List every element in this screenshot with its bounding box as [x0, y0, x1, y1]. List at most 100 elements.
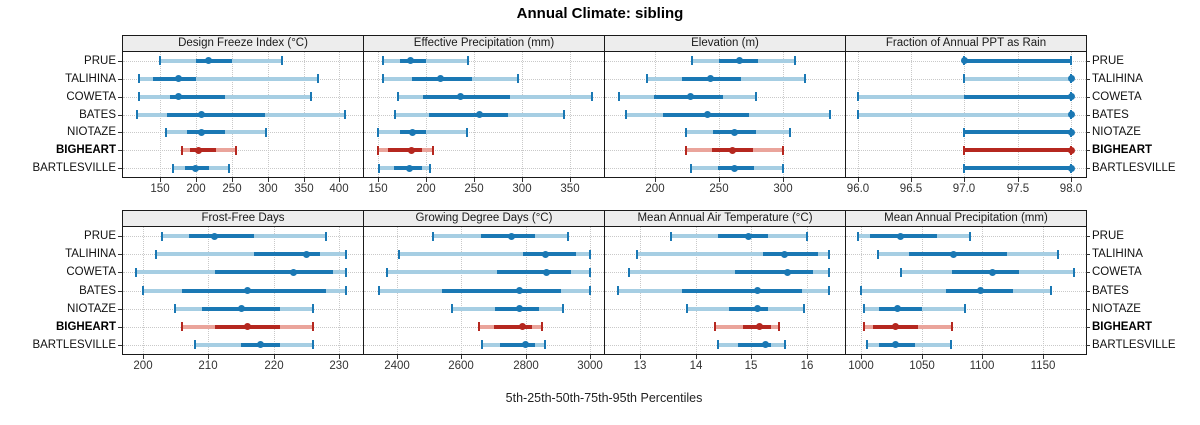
- panel-header: Frost-Free Days: [122, 210, 364, 227]
- station-label-left-prue: PRUE: [84, 230, 116, 242]
- range-5-95: [387, 270, 591, 275]
- median-dot: [892, 341, 900, 349]
- whisker-cap: [478, 322, 481, 332]
- whisker-cap: [1072, 267, 1075, 277]
- median-dot: [1067, 164, 1075, 172]
- axis-tick-label: 300: [258, 183, 278, 195]
- whisker-cap: [544, 340, 547, 350]
- axis-tick: [570, 178, 571, 182]
- panel-header: Design Freeze Index (°C): [122, 35, 364, 52]
- median-dot: [988, 268, 996, 276]
- grid-line-horizontal: [846, 327, 1086, 328]
- median-dot: [543, 268, 551, 276]
- axis-tick-label: 97.5: [1006, 183, 1030, 195]
- panel-header: Elevation (m): [604, 35, 846, 52]
- chart-title: Annual Climate: sibling: [516, 5, 684, 22]
- panel-title: Frost-Free Days: [201, 212, 285, 224]
- median-dot: [198, 111, 206, 118]
- panel-title: Effective Precipitation (mm): [413, 37, 555, 49]
- axis-tick-label: 200: [416, 183, 436, 195]
- station-label-right-bigheart: BIGHEART: [1092, 321, 1153, 333]
- axis-tick: [378, 178, 379, 182]
- median-dot: [257, 341, 265, 349]
- whisker-cap: [164, 127, 167, 137]
- median-dot: [237, 305, 245, 313]
- grid-line-horizontal: [364, 150, 604, 151]
- whisker-cap: [589, 249, 592, 259]
- median-dot: [519, 323, 527, 331]
- row-tick-left: [118, 79, 122, 80]
- row-tick-right: [1086, 79, 1090, 80]
- whisker-cap: [783, 340, 786, 350]
- iqr-25-75: [500, 342, 536, 347]
- median-dot: [976, 287, 984, 294]
- median-dot: [1067, 146, 1075, 154]
- median-dot: [892, 323, 900, 331]
- station-label-left-niotaze: NIOTAZE: [67, 303, 116, 315]
- median-dot: [728, 146, 736, 154]
- panel-plot-area: [122, 51, 364, 178]
- whisker-cap: [717, 340, 720, 350]
- whisker-cap: [432, 145, 435, 155]
- iqr-25-75: [762, 252, 819, 257]
- row-tick-right: [1086, 168, 1090, 169]
- axis-tick-label: 96.0: [846, 183, 870, 195]
- whisker-cap: [516, 74, 519, 84]
- panel-title: Elevation (m): [691, 37, 759, 49]
- row-tick-left: [118, 97, 122, 98]
- grid-line-vertical: [378, 52, 379, 177]
- axis-tick: [474, 178, 475, 182]
- range-5-95: [155, 252, 346, 257]
- median-dot: [893, 305, 901, 313]
- panel-plot-area: [363, 51, 605, 178]
- whisker-cap: [969, 231, 972, 241]
- station-label-left-coweta: COWETA: [66, 91, 116, 103]
- median-dot: [1067, 75, 1075, 83]
- axis-tick: [196, 178, 197, 182]
- panel-plot-area: [845, 51, 1087, 178]
- range-5-95: [857, 94, 1072, 99]
- median-dot: [541, 250, 549, 258]
- median-dot: [731, 128, 739, 136]
- station-label-left-bartlesville: BARTLESVILLE: [32, 162, 116, 174]
- whisker-cap: [378, 163, 381, 173]
- axis-tick: [304, 178, 305, 182]
- whisker-cap: [863, 322, 866, 332]
- whisker-cap: [1049, 286, 1052, 295]
- station-label-right-talihina: TALIHINA: [1092, 248, 1143, 260]
- panel-title: Mean Annual Air Temperature (°C): [637, 212, 813, 224]
- whisker-cap: [325, 231, 328, 241]
- median-dot: [1067, 93, 1075, 101]
- axis-tick: [861, 355, 862, 359]
- iqr-25-75: [188, 234, 255, 239]
- row-tick-left: [118, 132, 122, 133]
- whisker-cap: [876, 249, 879, 259]
- whisker-cap: [782, 145, 785, 155]
- whisker-cap: [686, 304, 689, 314]
- station-label-left-bates: BATES: [79, 109, 116, 121]
- range-5-95: [628, 270, 830, 275]
- range-5-95: [964, 76, 1072, 81]
- median-dot: [197, 128, 205, 136]
- grid-line-horizontal: [846, 345, 1086, 346]
- x-axis-title: 5th-25th-50th-75th-95th Percentiles: [505, 391, 703, 405]
- whisker-cap: [950, 322, 953, 332]
- whisker-cap: [540, 322, 543, 332]
- iqr-25-75: [169, 94, 225, 99]
- whisker-cap: [466, 56, 469, 66]
- axis-tick-label: 16: [800, 360, 814, 372]
- whisker-cap: [636, 249, 639, 259]
- axis-tick: [232, 178, 233, 182]
- grid-line-horizontal: [123, 150, 363, 151]
- axis-tick-label: 14: [689, 360, 703, 372]
- whisker-cap: [429, 163, 432, 173]
- station-label-right-bartlesville: BARTLESVILLE: [1092, 339, 1176, 351]
- whisker-cap: [828, 249, 831, 259]
- iqr-25-75: [254, 252, 320, 257]
- whisker-cap: [806, 231, 809, 241]
- row-tick-left: [118, 168, 122, 169]
- whisker-cap: [562, 110, 565, 119]
- median-dot: [687, 93, 695, 101]
- axis-tick: [208, 355, 209, 359]
- axis-tick-label: 200: [186, 183, 206, 195]
